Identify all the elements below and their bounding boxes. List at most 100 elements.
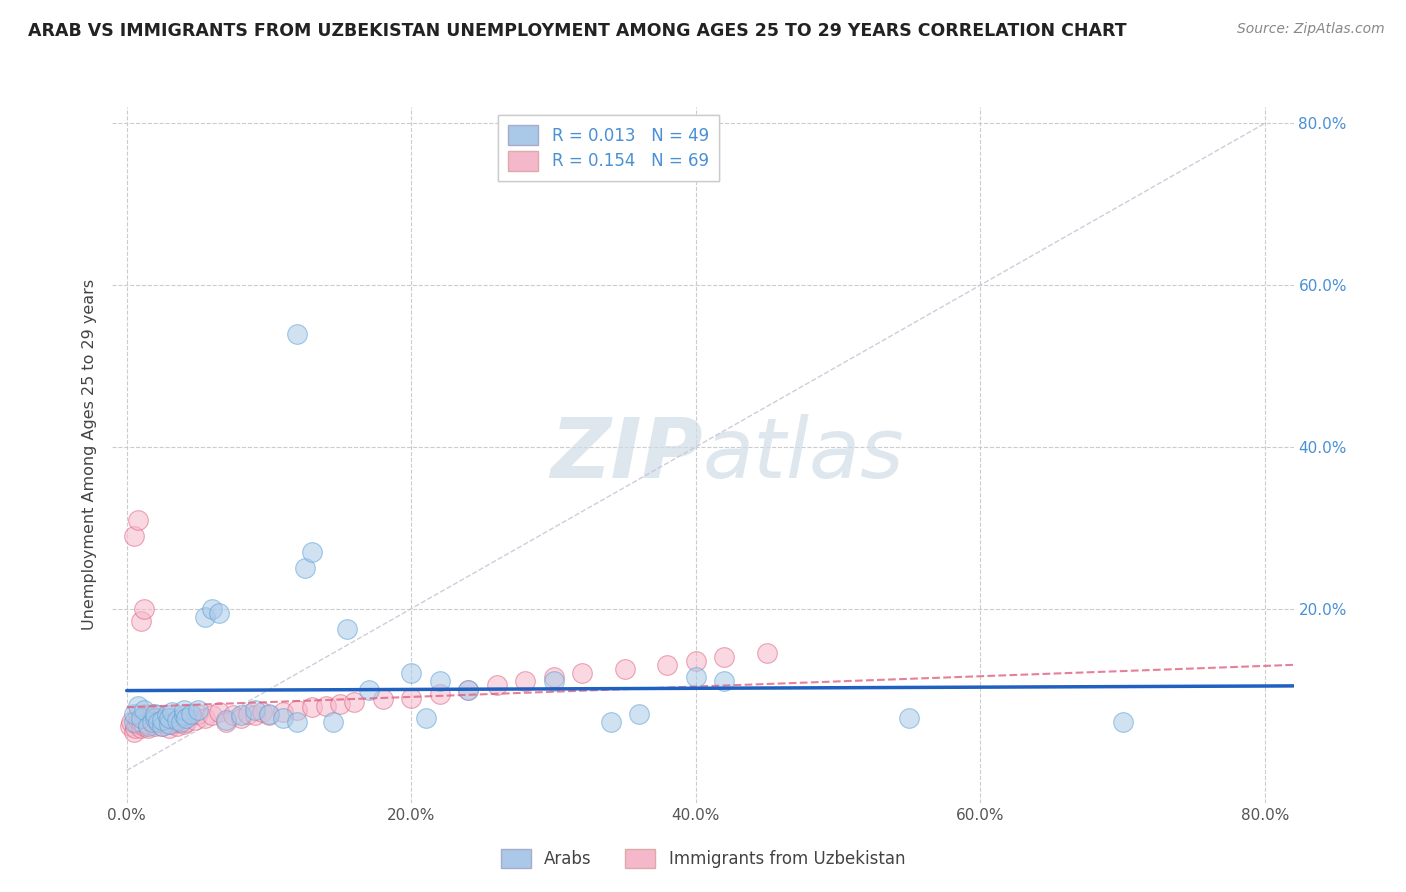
Point (301, 545, 323, 559)
Point (180, 706, 202, 721)
Point (120, 714, 142, 729)
Point (136, 722, 159, 736)
Point (141, 714, 163, 729)
Point (208, 606, 231, 620)
Point (122, 714, 145, 729)
Point (429, 674, 451, 689)
Point (599, 714, 621, 729)
Point (155, 716, 177, 731)
Point (127, 708, 149, 723)
Point (401, 690, 423, 705)
Point (143, 706, 166, 721)
Point (287, 714, 309, 729)
Point (127, 513, 149, 527)
Point (243, 708, 266, 723)
Point (150, 713, 173, 727)
Point (129, 722, 152, 736)
Point (713, 674, 735, 689)
Point (627, 706, 650, 721)
Point (457, 682, 479, 697)
Legend: Arabs, Immigrants from Uzbekistan: Arabs, Immigrants from Uzbekistan (495, 842, 911, 875)
Point (170, 713, 193, 727)
Point (132, 601, 155, 615)
Point (201, 708, 224, 723)
Point (343, 695, 366, 709)
Point (294, 561, 316, 575)
Point (187, 703, 209, 717)
Point (162, 705, 184, 719)
Point (136, 716, 159, 731)
Point (543, 670, 565, 684)
Point (176, 711, 198, 725)
Point (155, 708, 177, 723)
Point (132, 711, 155, 725)
Point (176, 714, 198, 729)
Point (129, 714, 152, 729)
Point (222, 708, 245, 723)
Point (184, 713, 207, 727)
Point (127, 698, 149, 713)
Point (124, 722, 146, 736)
Point (257, 708, 280, 723)
Point (1112, 714, 1135, 729)
Point (250, 705, 273, 719)
Point (229, 708, 252, 723)
Point (127, 713, 149, 727)
Point (571, 666, 593, 681)
Point (229, 711, 252, 725)
Point (543, 674, 565, 689)
Point (513, 674, 536, 689)
Point (173, 703, 195, 717)
Point (257, 706, 280, 721)
Point (301, 700, 323, 714)
Point (170, 714, 193, 729)
Point (322, 714, 344, 729)
Point (194, 711, 217, 725)
Legend: R = 0.013   N = 49, R = 0.154   N = 69: R = 0.013 N = 49, R = 0.154 N = 69 (498, 115, 718, 180)
Point (415, 711, 437, 725)
Point (129, 711, 152, 725)
Point (613, 662, 636, 676)
Point (146, 714, 169, 729)
Point (166, 719, 188, 733)
Point (157, 722, 180, 736)
Point (134, 706, 156, 721)
Point (136, 719, 159, 733)
Point (898, 711, 921, 725)
Text: Source: ZipAtlas.com: Source: ZipAtlas.com (1237, 22, 1385, 37)
Point (287, 703, 309, 717)
Point (429, 687, 451, 701)
Text: ARAB VS IMMIGRANTS FROM UZBEKISTAN UNEMPLOYMENT AMONG AGES 25 TO 29 YEARS CORREL: ARAB VS IMMIGRANTS FROM UZBEKISTAN UNEMP… (28, 22, 1126, 40)
Text: ZIP: ZIP (550, 415, 703, 495)
Point (122, 706, 145, 721)
Point (329, 697, 352, 711)
Point (173, 716, 195, 731)
Point (457, 682, 479, 697)
Point (166, 714, 188, 729)
Point (236, 706, 259, 721)
Point (657, 658, 679, 673)
Point (173, 708, 195, 723)
Point (157, 716, 180, 731)
Point (118, 719, 141, 733)
Point (194, 609, 217, 624)
Point (357, 682, 380, 697)
Point (143, 711, 166, 725)
Point (271, 705, 294, 719)
Point (215, 713, 238, 727)
Point (157, 711, 180, 725)
Y-axis label: Unemployment Among Ages 25 to 29 years: Unemployment Among Ages 25 to 29 years (82, 279, 97, 631)
Point (243, 703, 266, 717)
Point (208, 705, 231, 719)
Point (125, 716, 148, 731)
Point (756, 646, 779, 660)
Point (685, 670, 707, 684)
Point (150, 719, 173, 733)
Point (201, 601, 224, 615)
Point (150, 719, 173, 733)
Point (122, 724, 145, 739)
Point (162, 716, 184, 731)
Point (401, 666, 423, 681)
Point (143, 711, 166, 725)
Point (132, 719, 155, 733)
